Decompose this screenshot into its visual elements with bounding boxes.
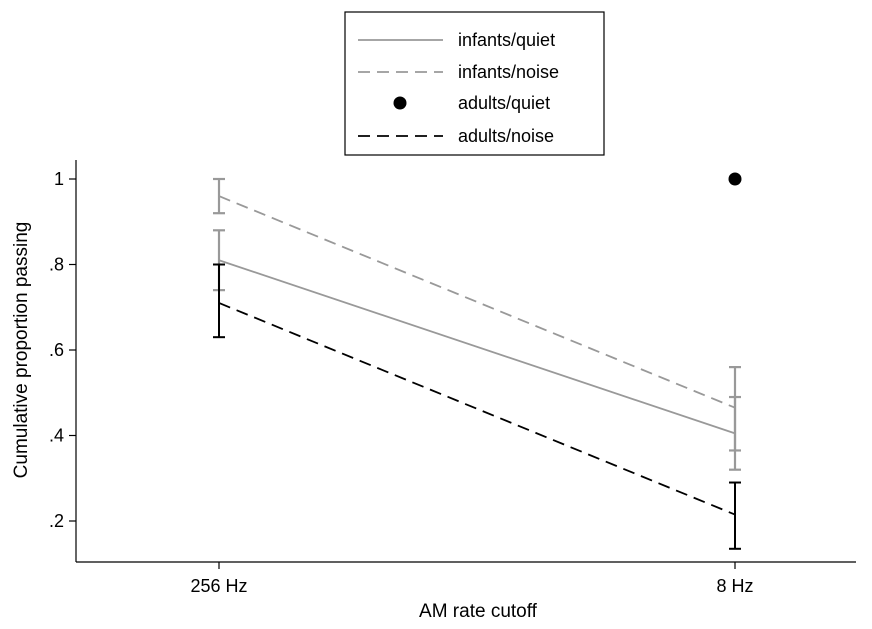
y-axis-title: Cumulative proportion passing bbox=[11, 222, 32, 479]
legend-item-adults-quiet: adults/quiet bbox=[393, 93, 550, 113]
error-bar-adults-noise-256-hz bbox=[213, 263, 225, 339]
x-tick-label: 256 Hz bbox=[190, 576, 247, 596]
legend-swatch bbox=[393, 96, 407, 110]
legend-item-infants-quiet: infants/quiet bbox=[358, 30, 555, 50]
error-bar-infants-noise-256-hz bbox=[213, 177, 225, 215]
x-axis: 256 Hz 8 Hz bbox=[76, 561, 856, 596]
error-bars bbox=[213, 177, 741, 550]
y-axis: 1 .8 .6 .4 .2 bbox=[49, 160, 77, 562]
point-adults-quiet-8-hz bbox=[728, 172, 742, 186]
y-tick-label: .8 bbox=[49, 255, 64, 275]
legend-item-infants-noise: infants/noise bbox=[358, 62, 559, 82]
y-tick-label: 1 bbox=[54, 169, 64, 189]
series-line-infants-noise bbox=[218, 195, 736, 409]
series-lines bbox=[218, 195, 736, 516]
x-tick-label: 8 Hz bbox=[716, 576, 753, 596]
y-tick-label: .2 bbox=[49, 511, 64, 531]
series-line-adults-noise bbox=[218, 302, 736, 516]
legend-label: adults/noise bbox=[458, 126, 554, 146]
error-bar-infants-noise-8-hz bbox=[729, 366, 741, 452]
legend-item-adults-noise: adults/noise bbox=[358, 126, 554, 146]
legend-label: infants/noise bbox=[458, 62, 559, 82]
error-bar-adults-noise-8-hz bbox=[729, 481, 741, 550]
legend-box bbox=[344, 11, 605, 156]
x-axis-title: AM rate cutoff bbox=[419, 601, 538, 622]
y-tick-label: .6 bbox=[49, 340, 64, 360]
legend: infants/quiet infants/noise adults/quiet ad… bbox=[344, 11, 605, 156]
legend-label: adults/quiet bbox=[458, 93, 550, 113]
legend-label: infants/quiet bbox=[458, 30, 555, 50]
y-tick-label: .4 bbox=[49, 426, 64, 446]
markers bbox=[728, 172, 742, 186]
series-line-infants-quiet bbox=[218, 259, 736, 435]
